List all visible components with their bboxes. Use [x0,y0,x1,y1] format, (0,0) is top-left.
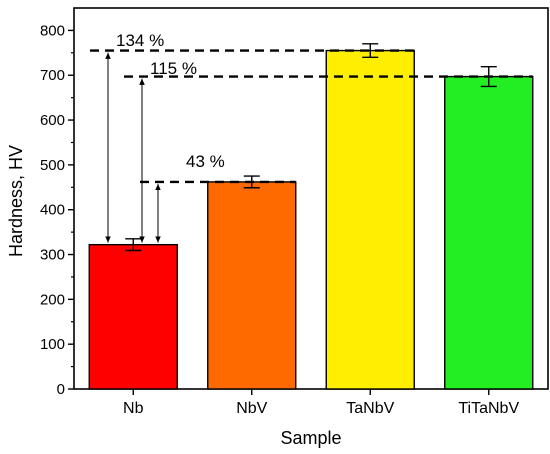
y-axis-title: Hardness, HV [6,145,26,257]
y-tick-label: 0 [57,381,65,398]
plot-area: 0 100 200 300 400 500 600 700 800 Nb NbV TaNbV TiTaN… [40,7,549,417]
y-tick-label: 500 [40,157,65,174]
bar-nbv [207,181,297,390]
bar-titanbv [444,75,534,390]
bar-tanbv [325,49,415,390]
y-tick-label: 800 [40,22,65,39]
bar-nb [88,243,178,390]
plot-frame [73,7,549,390]
y-tick-label: 300 [40,247,65,264]
annotation-label-tanbv: 134 % [116,31,164,50]
x-axis-title: Sample [280,428,341,448]
y-tick-label: 100 [40,336,65,353]
y-tick-label: 400 [40,202,65,219]
annotation-label-nbv: 43 % [186,152,225,171]
y-tick-label: 200 [40,291,65,308]
y-tick-label: 600 [40,112,65,129]
x-tick-label: Nb [123,400,144,417]
annotation-label-titanbv: 115 % [150,59,197,78]
x-tick-label: TiTaNbV [458,400,519,417]
y-tick-label: 700 [40,67,65,84]
x-tick-label: TaNbV [346,400,394,417]
x-tick-label: NbV [236,400,267,417]
